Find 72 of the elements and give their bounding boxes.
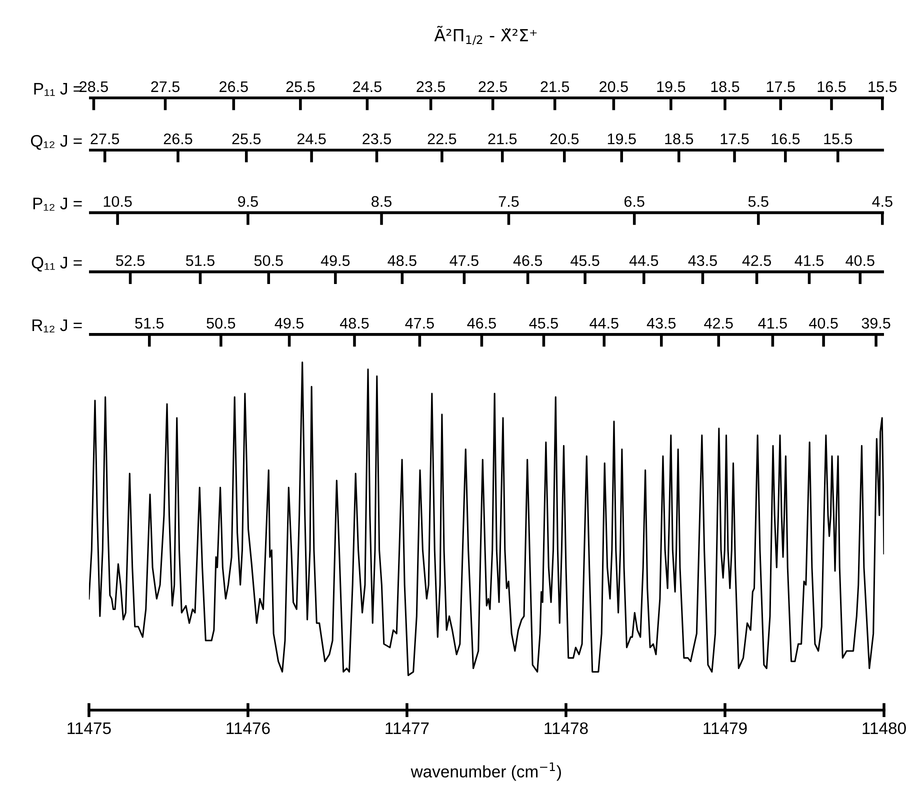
- annotation: 17.5: [766, 81, 795, 92]
- ref-line-label: Q₁₂ J =: [30, 134, 82, 150]
- annotation: 22.5: [428, 133, 456, 144]
- x-axis-title: wavenumber (cm$^{−1}$): [410, 762, 561, 781]
- annotation: 40.5: [846, 255, 874, 266]
- annotation: 43.5: [688, 255, 717, 266]
- annotation: 46.5: [513, 255, 542, 266]
- annotation: 24.5: [297, 133, 326, 144]
- annotation: 39.5: [862, 318, 890, 329]
- annotation: 22.5: [478, 81, 508, 92]
- annotation: 45.5: [570, 255, 600, 266]
- annotation: 50.5: [254, 255, 283, 266]
- annotation: 50.5: [206, 318, 236, 329]
- annotation: 46.5: [467, 318, 496, 329]
- annotation: 45.5: [529, 318, 558, 329]
- x-tick-label: 11476: [226, 722, 270, 734]
- annotation: 47.5: [405, 318, 434, 329]
- annotation: 8.5: [372, 196, 392, 207]
- annotation: 27.5: [151, 81, 180, 92]
- annotation: 6.5: [624, 196, 644, 207]
- x-tick-label: 11478: [544, 722, 588, 734]
- annotation: 9.5: [238, 196, 258, 207]
- annotation: 21.5: [540, 81, 570, 92]
- annotation: 24.5: [353, 81, 382, 92]
- annotation: 18.5: [665, 133, 694, 144]
- annotation: 27.5: [90, 133, 120, 144]
- annotation: 42.5: [704, 318, 733, 329]
- ref-line-label: Q₁₁ J =: [32, 256, 82, 272]
- annotation: 49.5: [320, 255, 350, 266]
- annotation: 5.5: [748, 196, 768, 207]
- annotation: 4.5: [872, 196, 892, 207]
- annotation: 28.5: [80, 81, 108, 92]
- annotation: 10.5: [104, 196, 132, 207]
- annotation: 49.5: [274, 318, 304, 329]
- annotation: 41.5: [758, 318, 787, 329]
- annotation: 15.5: [824, 134, 852, 144]
- annotation: 19.5: [608, 133, 636, 144]
- x-tick-label: 11475: [68, 722, 111, 734]
- annotation: 7.5: [498, 196, 519, 207]
- annotation: 21.5: [488, 133, 517, 144]
- annotation: 42.5: [742, 255, 772, 266]
- x-tick-label: 11480: [862, 722, 906, 734]
- annotation: 51.5: [186, 255, 214, 266]
- annotation: 19.5: [657, 81, 686, 92]
- annotation: 48.5: [340, 318, 369, 329]
- annotation: 44.5: [590, 318, 618, 329]
- chart-title: Ã²Π$_{1/2}$ - X̃²Σ⁺: [434, 26, 537, 46]
- x-tick-label: 11477: [386, 722, 429, 734]
- annotation: 40.5: [809, 318, 838, 329]
- annotation: 43.5: [646, 318, 676, 329]
- ref-line-label: P₁₂ J =: [33, 198, 82, 211]
- annotation: 20.5: [600, 81, 628, 92]
- annotation: 17.5: [720, 134, 749, 144]
- annotation: 41.5: [794, 255, 824, 266]
- annotation: 16.5: [818, 81, 846, 92]
- annotation: 18.5: [711, 81, 740, 92]
- annotation: 47.5: [450, 255, 478, 266]
- annotation: 20.5: [550, 133, 579, 144]
- annotation: 26.5: [220, 81, 248, 92]
- annotation: 16.5: [772, 133, 800, 144]
- annotation: 52.5: [116, 255, 145, 266]
- annotation: 51.5: [135, 318, 164, 329]
- annotation: 25.5: [286, 81, 315, 92]
- annotation: 23.5: [362, 133, 391, 144]
- annotation: 44.5: [629, 255, 658, 266]
- ref-line-label: R₁₂ J =: [32, 320, 82, 332]
- annotation: 25.5: [232, 133, 261, 144]
- annotation: 23.5: [416, 81, 446, 92]
- annotation: 15.5: [868, 81, 897, 92]
- annotation: 26.5: [164, 133, 192, 144]
- annotation: 48.5: [388, 255, 416, 266]
- x-tick-label: 11479: [704, 722, 747, 734]
